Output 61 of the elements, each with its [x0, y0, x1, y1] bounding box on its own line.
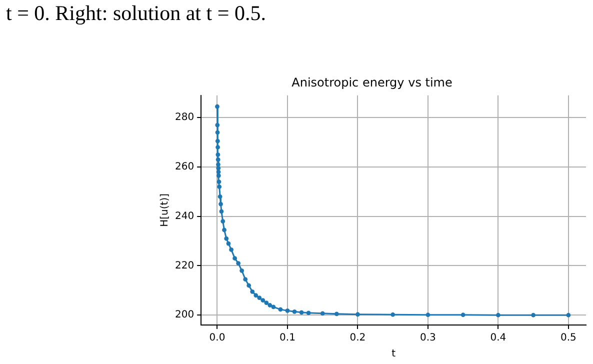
x-tick-label: 0.1 [280, 332, 296, 344]
point [260, 298, 266, 303]
point [217, 184, 222, 189]
point [496, 312, 500, 318]
y-axis-title: H[u(t)] [160, 193, 171, 227]
point [299, 310, 304, 315]
point [390, 312, 396, 317]
point [306, 310, 311, 316]
point [232, 256, 237, 261]
point [215, 138, 220, 144]
point [243, 277, 248, 282]
point [222, 228, 226, 232]
point [285, 308, 290, 313]
point [320, 311, 325, 316]
y-tick-label: 220 [174, 260, 194, 272]
point [220, 219, 226, 224]
text: t = 0. Right: solution at t = 0.5. [6, 1, 266, 26]
point [216, 173, 221, 178]
y-tick-label: 260 [174, 162, 194, 173]
point [215, 130, 220, 135]
y-tick-label: 200 [174, 310, 194, 321]
point [219, 209, 224, 214]
x-tick-label: 0.3 [420, 332, 436, 344]
x-tick-label: 0.5 [560, 332, 576, 344]
point [216, 152, 220, 157]
point [531, 312, 536, 318]
point [257, 296, 262, 300]
point [226, 241, 231, 246]
point [218, 202, 223, 206]
point [215, 122, 220, 128]
x-tick-label: 0.0 [209, 332, 226, 344]
y-tick-label: 240 [174, 210, 194, 222]
point [460, 312, 466, 318]
point [254, 293, 258, 298]
point [224, 236, 229, 241]
point [566, 312, 571, 318]
point [426, 312, 430, 318]
point [216, 162, 220, 167]
point [236, 261, 241, 266]
y-tick-label: 280 [174, 112, 194, 124]
point [264, 300, 269, 305]
point [292, 309, 297, 314]
x-axis-title: t [392, 348, 396, 360]
point [216, 157, 220, 162]
point [240, 268, 244, 273]
point [216, 145, 220, 150]
point [216, 166, 221, 170]
point [356, 312, 360, 317]
point [250, 289, 255, 294]
point [218, 194, 222, 199]
point [268, 303, 272, 308]
chart-title: Anisotropic energy vs time [292, 75, 452, 90]
point [246, 283, 252, 288]
x-tick-label: 0.2 [350, 332, 366, 344]
point [271, 304, 276, 310]
point [229, 248, 234, 252]
point [216, 180, 222, 184]
point [215, 104, 220, 109]
point [278, 307, 283, 312]
x-tick-label: 0.4 [490, 332, 506, 344]
point [334, 312, 339, 316]
